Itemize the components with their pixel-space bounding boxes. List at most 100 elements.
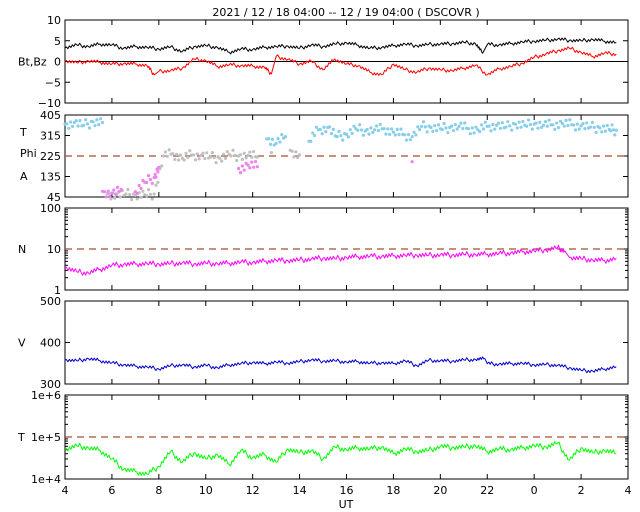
data-point	[463, 121, 467, 125]
data-point	[378, 122, 382, 126]
data-point	[124, 192, 128, 196]
data-point	[210, 150, 214, 155]
data-point	[388, 132, 392, 136]
data-point	[562, 124, 566, 128]
data-point	[109, 197, 113, 201]
data-point	[536, 126, 540, 130]
series-tp	[64, 441, 617, 476]
data-point	[474, 125, 478, 129]
x-tick-label: 12	[246, 484, 260, 497]
data-point	[421, 120, 426, 124]
data-point	[255, 165, 259, 169]
y-tick-label: −10	[38, 97, 61, 110]
data-point	[314, 125, 319, 129]
x-tick-label: 8	[155, 484, 162, 497]
data-point	[221, 152, 226, 156]
data-point	[540, 125, 544, 130]
data-point	[403, 133, 407, 137]
chart-title: 2021 / 12 / 18 04:00 -- 12 / 19 04:00 ( …	[212, 6, 479, 19]
data-point	[139, 195, 143, 199]
data-point	[157, 165, 161, 169]
data-point	[602, 124, 606, 128]
y-tick-label: 1e+6	[31, 389, 61, 402]
data-point	[483, 120, 487, 124]
data-point	[244, 156, 248, 160]
data-point	[358, 123, 362, 127]
data-point	[320, 132, 324, 136]
data-point	[575, 122, 579, 126]
data-point	[137, 183, 141, 188]
data-point	[414, 133, 418, 137]
data-point	[199, 153, 203, 157]
data-point	[419, 124, 424, 128]
data-point	[335, 135, 339, 139]
data-point	[470, 126, 474, 130]
panel-temperature: 1e+6 1e+5 1e+4 T	[17, 389, 629, 486]
data-point	[126, 187, 130, 192]
data-point	[102, 190, 107, 194]
y-axis-label-line: Phi	[20, 147, 37, 160]
data-point	[128, 192, 132, 197]
data-point	[446, 130, 450, 135]
data-point	[341, 138, 345, 142]
data-point	[592, 125, 596, 130]
data-point	[235, 158, 239, 163]
data-point	[328, 125, 332, 129]
data-point	[478, 129, 482, 134]
data-point	[603, 129, 608, 133]
data-point	[178, 153, 183, 157]
series-bz	[64, 46, 617, 76]
x-tick-label: 4	[62, 484, 69, 497]
data-point	[451, 129, 456, 133]
data-point	[99, 117, 103, 121]
data-point	[605, 123, 609, 128]
y-tick-label: 100	[40, 202, 61, 215]
data-point	[590, 120, 594, 125]
data-point	[167, 148, 171, 152]
data-point	[135, 191, 139, 196]
data-point	[145, 180, 149, 185]
data-point	[579, 124, 583, 128]
data-point	[324, 129, 328, 134]
data-point	[203, 156, 207, 161]
y-tick-label: 1e+5	[31, 431, 61, 444]
data-point	[495, 123, 499, 127]
x-axis-label: UT	[339, 498, 354, 511]
y-tick-label: 0	[54, 56, 61, 69]
data-point	[508, 124, 512, 128]
data-point	[74, 119, 78, 123]
data-point	[431, 129, 435, 133]
data-point	[150, 181, 154, 185]
data-point	[191, 153, 196, 157]
x-tick-label: 16	[340, 484, 354, 497]
data-point	[393, 133, 397, 137]
data-point	[369, 126, 373, 130]
data-point	[556, 125, 561, 130]
data-point	[82, 123, 86, 127]
data-point	[547, 118, 551, 122]
data-point	[472, 131, 476, 135]
y-tick-label: 225	[40, 150, 61, 163]
data-point	[350, 131, 354, 135]
data-point	[171, 152, 175, 156]
data-point	[242, 151, 246, 155]
data-point	[444, 126, 448, 130]
data-point	[404, 138, 409, 142]
data-point	[459, 121, 463, 125]
data-point	[225, 149, 229, 154]
data-point	[558, 119, 563, 123]
data-point	[440, 128, 444, 132]
data-point	[76, 124, 80, 128]
data-point	[489, 129, 493, 133]
data-point	[246, 153, 250, 157]
panel-angles: 405 315 225 135 45 T Phi A	[19, 109, 629, 204]
data-point	[110, 191, 114, 195]
data-point	[146, 173, 151, 178]
data-point	[528, 122, 533, 127]
data-point	[270, 137, 274, 141]
data-point	[389, 127, 394, 131]
data-point	[248, 166, 252, 170]
data-point	[252, 150, 256, 154]
data-point	[530, 127, 534, 131]
data-point	[278, 140, 282, 144]
